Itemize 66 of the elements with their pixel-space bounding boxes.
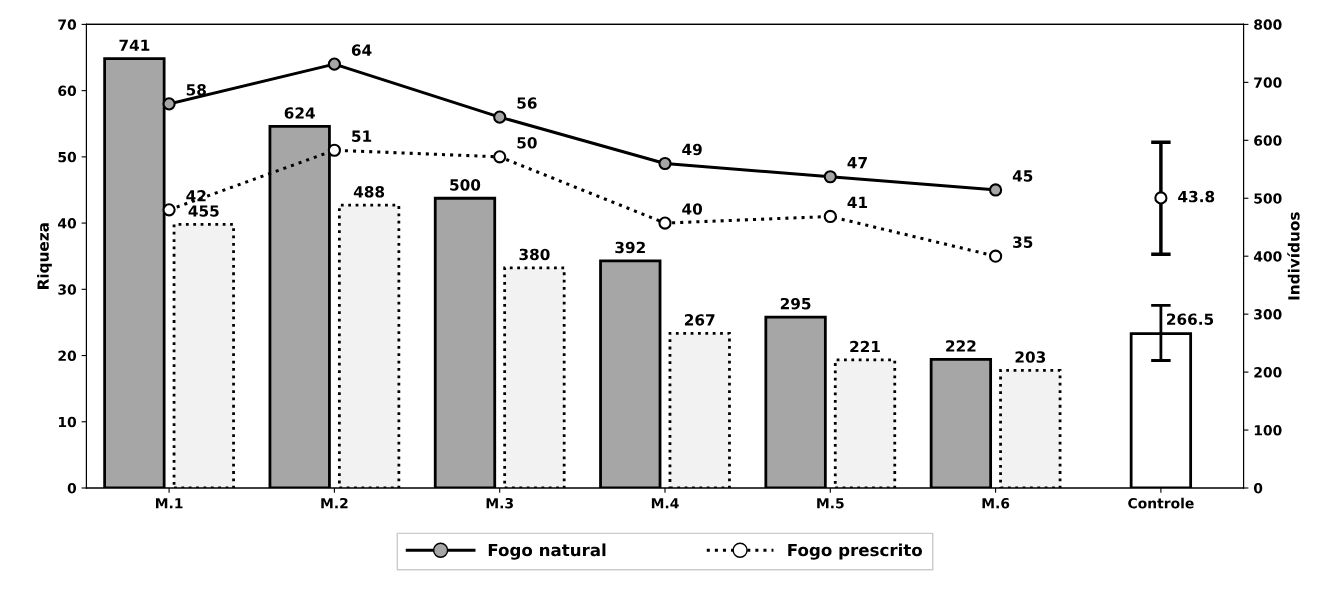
data-label: 56: [517, 97, 537, 109]
data-label: 221: [850, 340, 880, 353]
y-tick-label: 20: [58, 350, 77, 362]
y2-tick-label: 400: [1253, 251, 1282, 262]
data-label: 488: [353, 186, 385, 198]
data-label: 49: [682, 143, 702, 156]
y-tick-label: 70: [58, 19, 77, 30]
point: [493, 110, 507, 124]
legend-label: Fogo prescrito: [788, 543, 922, 560]
point: [327, 143, 341, 157]
point: [162, 97, 176, 111]
data-label: 295: [780, 297, 811, 310]
data-label: 203: [1015, 351, 1046, 363]
data-label: 43.8: [1178, 190, 1215, 203]
y-tick-label: 10: [58, 416, 77, 428]
data-label: 222: [946, 340, 976, 352]
data-label: 58: [186, 84, 206, 96]
point: [327, 57, 341, 71]
y-tick-label: 0: [67, 482, 77, 494]
data-label: 35: [1013, 236, 1033, 248]
y-axis-title: Riqueza: [37, 223, 52, 289]
data-label: 47: [847, 157, 867, 169]
point: [658, 216, 672, 230]
y2-tick-label: 600: [1254, 135, 1282, 146]
x-tick-label: M.6: [982, 497, 1010, 509]
point: [989, 183, 1003, 197]
data-label: 266.5: [1167, 313, 1214, 325]
point: [823, 209, 837, 224]
data-label: 392: [615, 241, 645, 254]
y-tick-label: 50: [58, 151, 77, 163]
y2-tick-label: 0: [1253, 482, 1263, 494]
x-tick-label: M.5: [817, 498, 844, 509]
y-tick-label: 40: [58, 218, 77, 229]
point: [823, 170, 837, 184]
data-label: 45: [1012, 170, 1033, 182]
x-tick-label: M.3: [486, 497, 513, 509]
point: [658, 156, 672, 171]
data-label: 41: [847, 196, 868, 208]
y2-axis-title: Indivíduos: [1287, 212, 1300, 300]
legend-label: Fogo natural: [488, 543, 606, 560]
y-tick-label: 30: [58, 284, 77, 295]
y2-tick-label: 200: [1254, 367, 1282, 378]
data-label: 455: [188, 205, 219, 217]
data-label: 624: [284, 107, 315, 119]
data-label: 40: [682, 203, 703, 215]
data-label: 500: [450, 179, 481, 191]
point: [493, 150, 507, 164]
y2-tick-label: 500: [1254, 193, 1282, 204]
y2-tick-label: 100: [1254, 425, 1282, 436]
x-tick-label: M.2: [321, 497, 348, 509]
point: [162, 203, 176, 217]
y2-tick-label: 300: [1254, 309, 1282, 320]
y2-tick-label: 700: [1254, 77, 1282, 88]
y2-tick-label: 800: [1254, 19, 1282, 30]
point: [1154, 191, 1168, 205]
data-label: 64: [351, 44, 372, 56]
data-label: 50: [517, 137, 537, 149]
data-label: 380: [519, 248, 550, 261]
data-label: 51: [352, 130, 372, 142]
y-tick-label: 60: [58, 85, 77, 97]
point: [989, 249, 1003, 263]
data-label: 267: [684, 314, 715, 326]
x-tick-label: M.1: [156, 498, 183, 509]
x-tick-label: Controle: [1128, 497, 1194, 509]
x-tick-label: M.4: [651, 498, 679, 509]
data-label: 741: [119, 39, 150, 51]
